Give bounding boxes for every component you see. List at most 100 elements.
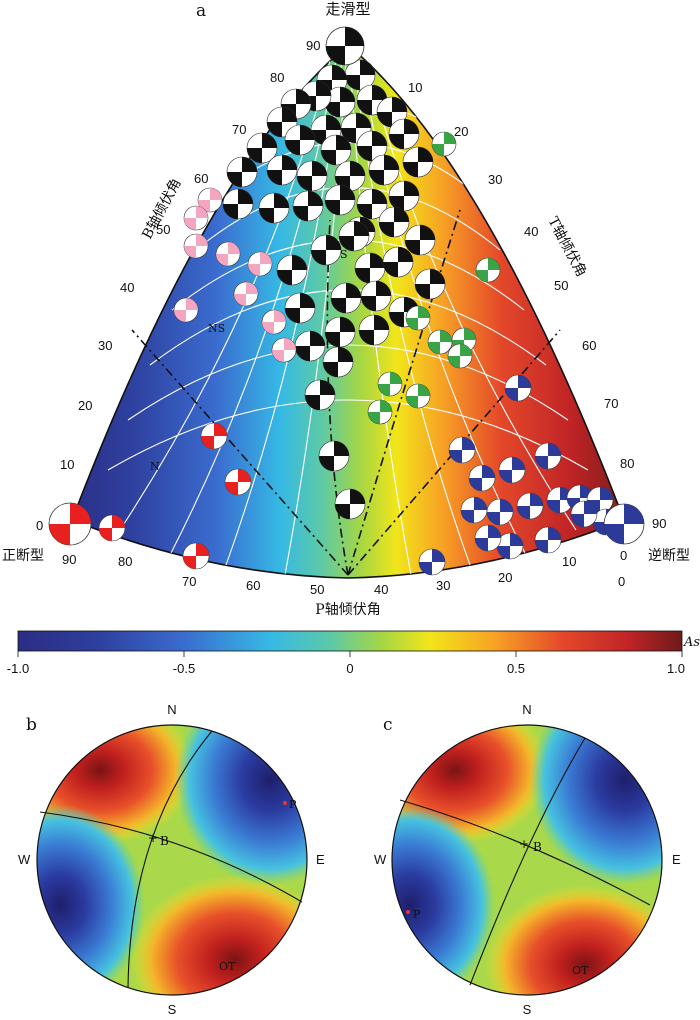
left-tick: 20 <box>78 398 92 413</box>
beachball-icon <box>173 297 199 323</box>
bottom-tick: 70 <box>182 574 196 589</box>
beachball-icon <box>247 251 273 277</box>
colorbar-bar <box>17 630 683 652</box>
beachball-icon <box>296 160 328 192</box>
nodal-plane-b-2 <box>127 730 213 989</box>
colorbar-tick: 0.5 <box>507 661 525 676</box>
beachball-icon <box>382 246 414 278</box>
bottom-axis-label: P轴倾伏角 <box>315 602 380 618</box>
beachball-icon <box>322 346 354 378</box>
beachball-icon <box>496 532 524 560</box>
region-label-ns: NS <box>208 322 225 335</box>
dir-w: W <box>374 852 387 867</box>
beachball-icon <box>246 132 278 164</box>
right-tick: 30 <box>488 172 502 187</box>
beachball-icon <box>448 436 476 464</box>
dir-w: W <box>18 852 31 867</box>
right-tick: 80 <box>620 456 634 471</box>
ot-label: OT <box>219 960 236 973</box>
beachball-icon <box>468 464 496 492</box>
right-tick: 10 <box>408 80 422 95</box>
b-axis-marker: + <box>148 831 158 845</box>
beachball-icon <box>405 305 431 331</box>
beachball-icon <box>284 124 316 156</box>
panel-b-label: b <box>26 715 37 735</box>
beachball-icon <box>258 192 290 224</box>
beachball-icon <box>266 154 298 186</box>
left-tick: 0 <box>36 518 43 533</box>
beachball-icon <box>460 496 488 524</box>
beachball-icon <box>368 154 400 186</box>
beachball-icon <box>48 502 92 546</box>
beachball-icon <box>377 371 403 397</box>
stereonet-b <box>37 725 307 995</box>
nodal-plane-c-1 <box>399 799 651 906</box>
beachball-icon <box>324 316 356 348</box>
beachball-icon <box>404 224 436 256</box>
p-axis-marker <box>406 910 410 914</box>
beachball-icon <box>356 130 388 162</box>
beachball-icon <box>546 486 574 514</box>
beachball-icon <box>427 329 453 355</box>
beachball-icon <box>338 220 370 252</box>
colorbar-tick: 0 <box>346 661 353 676</box>
beachball-icon <box>354 252 386 284</box>
dir-e: E <box>672 852 681 867</box>
beachball-icon <box>284 292 316 324</box>
beachball-icon <box>504 374 532 402</box>
beachball-icon <box>344 59 376 91</box>
beachball-icon <box>215 241 241 267</box>
bottom-tick: 10 <box>562 554 576 569</box>
beachball-icon <box>310 234 342 266</box>
beachball-icon <box>475 257 501 283</box>
beachball-icon <box>367 399 393 425</box>
beachball-icon <box>320 134 352 166</box>
beachball-icon <box>402 146 434 178</box>
colorbar-tick: -1.0 <box>7 661 29 676</box>
right-tick: 0 <box>620 548 627 563</box>
right-tick: 40 <box>524 224 538 239</box>
left-title: 正断型 <box>2 548 44 564</box>
p-axis-label: P <box>289 798 297 811</box>
beachball-icon <box>534 526 562 554</box>
ot-label: OT <box>572 964 589 977</box>
left-tick: 50 <box>156 222 170 237</box>
beachball-icon <box>431 131 457 157</box>
left-tick: 70 <box>232 122 246 137</box>
beachball-icon <box>233 281 259 307</box>
beachball-icon <box>474 524 502 552</box>
beachball-icon <box>418 548 446 576</box>
right-title: 逆断型 <box>648 548 690 564</box>
beachball-icon <box>294 330 326 362</box>
beachball-icon <box>292 190 324 222</box>
beachball-icon <box>358 314 390 346</box>
beachball-icon <box>98 514 126 542</box>
beachball-icon <box>360 280 392 312</box>
p-axis-marker <box>283 801 287 805</box>
beachball-icon <box>388 180 420 212</box>
dir-n: N <box>522 702 531 717</box>
b-axis-label: B <box>160 834 169 848</box>
dir-n: N <box>167 702 176 717</box>
beachball-icon <box>324 184 356 216</box>
beachball-icon <box>334 488 366 520</box>
right-tick: 70 <box>604 396 618 411</box>
left-tick: 60 <box>194 171 208 186</box>
beachball-icon <box>183 233 209 259</box>
colorbar: -1.0 -0.5 0 0.5 1.0 As <box>7 630 700 676</box>
beachball-icon <box>224 468 252 496</box>
stereonet-c <box>392 725 662 995</box>
beachball-icon <box>405 383 431 409</box>
nodal-plane-b-1 <box>39 811 303 903</box>
panel-c-label: c <box>383 715 393 735</box>
focal-mechanisms <box>48 26 645 576</box>
b-axis-marker: + <box>519 837 529 851</box>
beachball-icon <box>197 187 223 213</box>
bottom-tick: 60 <box>246 578 260 593</box>
left-tick: 90 <box>306 38 320 53</box>
beachball-icon <box>304 379 336 411</box>
beachball-icon <box>318 440 350 472</box>
beachball-icon <box>486 498 514 526</box>
dir-e: E <box>316 852 325 867</box>
